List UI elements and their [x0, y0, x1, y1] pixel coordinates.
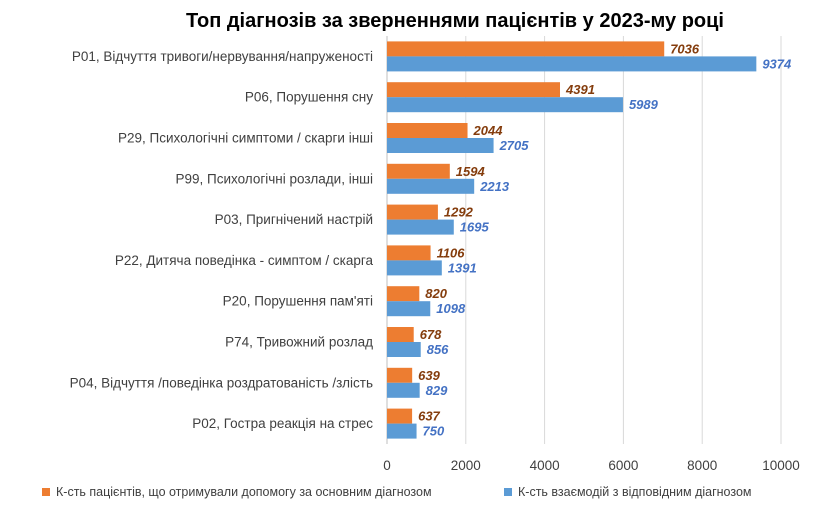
bar-interactions [387, 56, 757, 72]
category-labels: P01, Відчуття тривоги/нервування/напруже… [70, 49, 374, 431]
bar-interactions [387, 97, 623, 113]
category-label: P03, Пригнічений настрій [215, 212, 373, 227]
data-label-patients: 820 [425, 286, 447, 301]
data-label-patients: 1292 [444, 205, 474, 220]
data-label-interactions: 5989 [629, 97, 659, 112]
bar-interactions [387, 138, 494, 153]
bar-interactions [387, 219, 454, 235]
data-label-interactions: 9374 [762, 56, 792, 71]
legend-swatch-interactions [504, 488, 512, 496]
legend-label-interactions: К-сть взаємодій з відповідним діагнозом [518, 485, 752, 499]
legend: К-сть пацієнтів, що отримували допомогу … [42, 485, 752, 499]
x-tick-label: 6000 [608, 458, 638, 473]
category-label: P20, Порушення пам'яті [223, 294, 373, 309]
data-label-interactions: 856 [427, 342, 449, 357]
bar-patients [387, 123, 468, 138]
category-label: P04, Відчуття /поведінка роздратованість… [70, 375, 373, 390]
category-label: P29, Психологічні симптоми / скарги інші [118, 131, 373, 146]
chart-title: Топ діагнозів за зверненнями пацієнтів у… [186, 10, 724, 32]
data-label-interactions: 1098 [436, 301, 466, 316]
data-label-patients: 4391 [565, 82, 595, 97]
bar-interactions [387, 260, 442, 276]
x-tick-label: 2000 [451, 458, 481, 473]
bar-patients [387, 286, 420, 302]
category-label: P06, Порушення сну [245, 90, 373, 105]
data-label-patients: 1594 [456, 164, 486, 179]
x-tick-label: 4000 [530, 458, 560, 473]
bar-patients [387, 408, 413, 424]
category-label: P74, Тривожний розлад [225, 335, 373, 350]
bar-interactions [387, 423, 417, 439]
data-label-patients: 2044 [473, 123, 504, 138]
data-label-patients: 678 [420, 327, 442, 342]
x-axis-ticks: 0 2000 4000 6000 8000 10000 [383, 458, 800, 473]
x-tick-label: 10000 [762, 458, 800, 473]
legend-swatch-patients [42, 488, 50, 496]
data-label-interactions: 2705 [499, 138, 530, 153]
category-label: P02, Гостра реакція на стрес [192, 416, 373, 431]
data-label-interactions: 750 [423, 424, 445, 439]
category-label: P22, Дитяча поведінка - симптом / скарга [115, 253, 374, 268]
data-label-patients: 7036 [670, 41, 700, 56]
bar-patients [387, 327, 414, 342]
data-label-patients: 637 [418, 409, 440, 424]
data-label-patients: 639 [418, 368, 440, 383]
bar-interactions [387, 301, 431, 317]
bar-interactions [387, 342, 421, 357]
bar-patients [387, 82, 561, 98]
category-label: P01, Відчуття тривоги/нервування/напруже… [72, 49, 373, 64]
bars [387, 41, 757, 439]
data-label-interactions: 1391 [448, 260, 477, 275]
bar-interactions [387, 382, 420, 398]
data-label-interactions: 1695 [460, 220, 490, 235]
category-label: P99, Психологічні розлади, інші [175, 171, 373, 186]
legend-label-patients: К-сть пацієнтів, що отримували допомогу … [56, 485, 432, 499]
bar-interactions [387, 178, 475, 194]
bar-patients [387, 41, 665, 57]
data-label-patients: 1106 [437, 245, 466, 260]
data-label-interactions: 2213 [479, 179, 510, 194]
data-label-interactions: 829 [426, 383, 448, 398]
bar-patients [387, 204, 438, 220]
x-tick-label: 0 [383, 458, 391, 473]
bar-patients [387, 163, 450, 179]
bar-patients [387, 245, 431, 261]
bar-patients [387, 367, 413, 383]
x-tick-label: 8000 [687, 458, 717, 473]
